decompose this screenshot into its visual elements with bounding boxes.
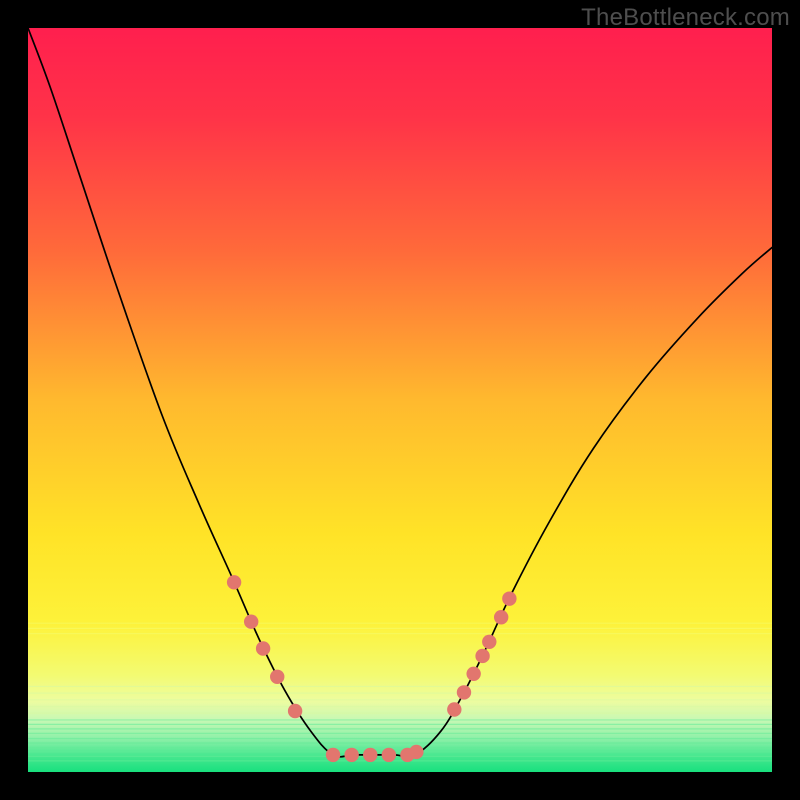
data-marker <box>244 615 258 629</box>
data-marker <box>502 591 516 605</box>
data-marker <box>288 704 302 718</box>
data-marker <box>326 748 340 762</box>
bottleneck-curve-chart <box>0 0 800 800</box>
data-marker <box>457 685 471 699</box>
data-marker <box>482 635 496 649</box>
watermark-text: TheBottleneck.com <box>581 4 790 32</box>
gradient-background <box>28 28 772 772</box>
data-marker <box>447 702 461 716</box>
data-marker <box>256 641 270 655</box>
data-marker <box>409 745 423 759</box>
data-marker <box>466 667 480 681</box>
data-marker <box>344 748 358 762</box>
data-marker <box>363 748 377 762</box>
chart-container: TheBottleneck.com <box>0 0 800 800</box>
data-marker <box>382 748 396 762</box>
data-marker <box>270 670 284 684</box>
data-marker <box>227 575 241 589</box>
data-marker <box>475 649 489 663</box>
data-marker <box>494 610 508 624</box>
